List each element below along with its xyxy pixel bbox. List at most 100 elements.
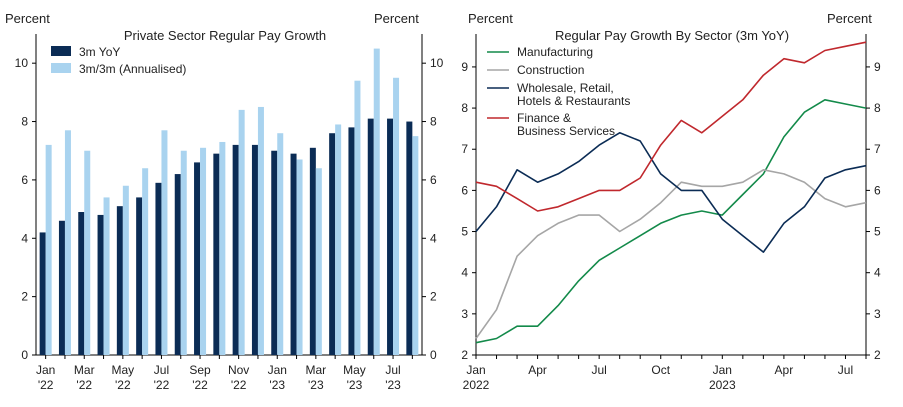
line-legend-label-1: Construction <box>517 63 584 77</box>
bar-yoy-7 <box>174 174 181 355</box>
line-chart: Regular Pay Growth By Sector (3m YoY) Pe… <box>461 11 881 392</box>
bar-legend-label-1: 3m/3m (Annualised) <box>79 62 186 76</box>
bar-yoy-12 <box>271 150 278 355</box>
bar-annualised-7 <box>180 150 187 355</box>
line-xtick-label: Oct <box>651 363 670 377</box>
line-chart-ylabel-right: Percent <box>827 11 872 26</box>
bar-ytick-label-left: 0 <box>21 348 28 362</box>
line-ytick-label-right: 9 <box>874 60 881 74</box>
line-ytick-label-left: 9 <box>461 60 468 74</box>
line-legend-label-3: Finance & <box>517 111 571 125</box>
bar-legend-swatch-0 <box>51 46 71 56</box>
bar-yoy-4 <box>116 206 123 355</box>
bar-xtick-label-month: Jan <box>36 363 55 377</box>
bar-ytick-label-right: 4 <box>430 231 437 245</box>
line-ytick-label-left: 7 <box>461 142 468 156</box>
line-ytick-label-left: 2 <box>461 348 468 362</box>
bar-yoy-16 <box>348 127 355 355</box>
bar-chart-title: Private Sector Regular Pay Growth <box>124 28 326 43</box>
bar-annualised-13 <box>296 159 303 355</box>
bar-xtick-label-month: Nov <box>228 363 249 377</box>
bar-yoy-17 <box>367 118 374 355</box>
line-ytick-label-left: 8 <box>461 101 468 115</box>
line-ytick-label-right: 2 <box>874 348 881 362</box>
line-ytick-label-left: 4 <box>461 266 468 280</box>
bar-ytick-label-left: 2 <box>21 290 28 304</box>
bar-yoy-8 <box>194 162 201 355</box>
bar-annualised-8 <box>200 147 207 355</box>
line-xtick-label: Apr <box>775 363 794 377</box>
bar-xtick-label-year: '22 <box>192 378 208 392</box>
bar-annualised-17 <box>373 48 380 355</box>
line-xtick-label: Jan <box>713 363 732 377</box>
line-series-0 <box>475 99 867 344</box>
bar-xtick-label-month: Jan <box>268 363 287 377</box>
bar-xtick-label-year: '22 <box>154 378 170 392</box>
bar-annualised-0 <box>45 144 52 355</box>
line-ytick-label-right: 4 <box>874 266 881 280</box>
bar-annualised-5 <box>142 168 149 355</box>
bar-xtick-label-month: Jul <box>154 363 169 377</box>
line-ytick-label-right: 8 <box>874 101 881 115</box>
bar-yoy-5 <box>136 197 143 355</box>
bar-yoy-19 <box>406 121 413 355</box>
bar-ytick-label-right: 10 <box>430 56 444 70</box>
bar-annualised-2 <box>84 150 91 355</box>
line-legend-label-3: Business Services <box>517 124 615 138</box>
bar-xtick-label-year: '23 <box>385 378 401 392</box>
line-ytick-label-right: 3 <box>874 307 881 321</box>
line-xtick-label-year: 2023 <box>709 378 736 392</box>
bar-annualised-15 <box>335 124 342 355</box>
bar-yoy-10 <box>232 144 239 355</box>
bar-xtick-label-month: Jul <box>385 363 400 377</box>
bar-yoy-2 <box>78 212 85 355</box>
bar-ytick-label-right: 6 <box>430 173 437 187</box>
bar-annualised-19 <box>412 136 419 355</box>
bar-ytick-label-right: 2 <box>430 290 437 304</box>
bar-xtick-label-month: Mar <box>74 363 95 377</box>
line-legend-label-2: Hotels & Restaurants <box>517 94 630 108</box>
bar-ytick-label-right: 0 <box>430 348 437 362</box>
bar-chart-ylabel-right: Percent <box>374 11 419 26</box>
bar-annualised-9 <box>219 141 226 355</box>
bar-xtick-label-month: May <box>112 363 135 377</box>
bar-ytick-label-left: 6 <box>21 173 28 187</box>
bar-ytick-label-left: 8 <box>21 115 28 129</box>
bar-annualised-4 <box>122 185 129 355</box>
bar-yoy-3 <box>97 214 104 355</box>
bar-annualised-1 <box>64 130 71 355</box>
bar-yoy-13 <box>290 153 297 355</box>
bar-yoy-6 <box>155 182 162 355</box>
bar-yoy-18 <box>387 118 394 355</box>
bar-yoy-0 <box>39 232 46 355</box>
line-ytick-label-right: 6 <box>874 183 881 197</box>
line-chart-ylabel-left: Percent <box>468 11 513 26</box>
bar-annualised-11 <box>257 106 264 355</box>
line-ytick-label-left: 3 <box>461 307 468 321</box>
bar-annualised-10 <box>238 109 245 355</box>
bar-annualised-14 <box>315 168 322 355</box>
bar-annualised-3 <box>103 197 110 355</box>
line-xtick-label: Jul <box>591 363 606 377</box>
line-ytick-label-right: 5 <box>874 225 881 239</box>
bar-yoy-9 <box>213 153 220 355</box>
bar-xtick-label-year: '22 <box>38 378 54 392</box>
bar-xtick-label-month: Sep <box>189 363 211 377</box>
bar-ytick-label-left: 10 <box>15 56 29 70</box>
line-xtick-label-year: 2022 <box>463 378 490 392</box>
bar-yoy-14 <box>309 147 316 355</box>
bar-xtick-label-month: Mar <box>306 363 327 377</box>
bar-ytick-label-right: 8 <box>430 115 437 129</box>
bar-annualised-18 <box>393 77 400 355</box>
bar-yoy-11 <box>251 144 258 355</box>
bar-annualised-12 <box>277 133 284 355</box>
bar-annualised-6 <box>161 130 168 355</box>
line-ytick-label-left: 5 <box>461 225 468 239</box>
bar-legend-label-0: 3m YoY <box>79 45 120 59</box>
line-ytick-label-left: 6 <box>461 183 468 197</box>
line-series-2 <box>475 132 867 253</box>
bar-yoy-1 <box>58 220 65 355</box>
bar-yoy-15 <box>329 133 336 355</box>
bar-ytick-label-left: 4 <box>21 231 28 245</box>
